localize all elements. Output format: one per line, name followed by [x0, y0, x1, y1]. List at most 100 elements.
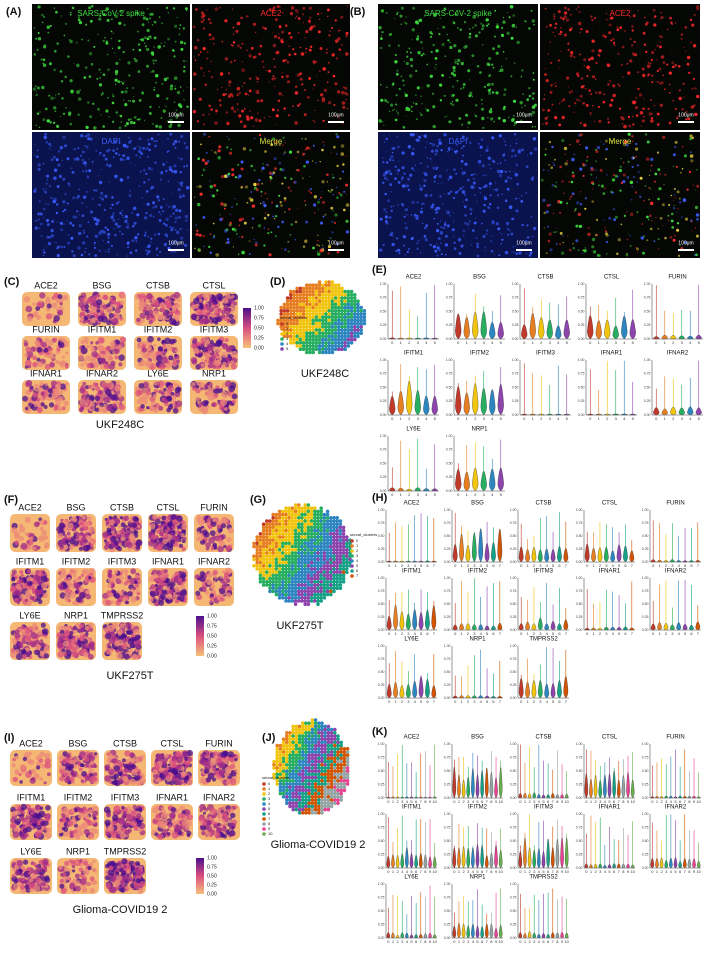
cell: [388, 44, 391, 47]
cell: [385, 151, 386, 153]
cell: [155, 81, 158, 84]
cell: [491, 157, 493, 159]
cell: [318, 198, 321, 201]
cell: [492, 66, 495, 69]
cell: [282, 94, 284, 96]
spot: [177, 531, 182, 535]
spatial-map: [194, 514, 234, 553]
cell: [575, 139, 580, 143]
cell: [241, 42, 244, 45]
cell: [345, 98, 347, 101]
cell: [407, 145, 411, 149]
spot: [89, 311, 93, 315]
cell: [152, 62, 155, 65]
cell: [231, 8, 234, 10]
spot: [209, 382, 213, 386]
cell: [156, 254, 159, 256]
cell: [658, 187, 662, 191]
cell: [471, 229, 475, 233]
cell: [424, 193, 428, 198]
cell: [564, 6, 567, 10]
cell: [632, 140, 634, 143]
cell: [611, 178, 616, 182]
cell: [416, 201, 419, 204]
cell: [669, 16, 673, 20]
cell: [146, 7, 149, 10]
cell: [621, 45, 625, 49]
spot: [25, 346, 32, 353]
cell: [424, 107, 427, 110]
cell: [403, 244, 405, 247]
spot: [36, 301, 42, 308]
spot: [197, 294, 203, 300]
cell: [98, 83, 103, 87]
cell: [53, 155, 56, 159]
cell: [559, 165, 563, 169]
spot: [59, 546, 64, 551]
spot: [37, 570, 44, 577]
cell: [326, 48, 328, 50]
cell: [213, 151, 217, 154]
cell: [499, 162, 502, 164]
cell: [60, 245, 63, 249]
cell: [105, 7, 109, 11]
cell: [278, 25, 282, 29]
cell: [574, 209, 576, 212]
cell: [120, 121, 123, 123]
cell: [263, 227, 266, 229]
cell: [411, 133, 415, 137]
cell: [621, 117, 625, 121]
cell: [59, 145, 64, 150]
cell: [250, 191, 253, 193]
cell: [492, 188, 495, 191]
cell: [86, 182, 87, 184]
cell: [608, 234, 610, 237]
cell: [490, 249, 494, 253]
cell: [411, 152, 415, 156]
cell: [165, 223, 168, 227]
cell: [515, 245, 516, 247]
cell: [170, 229, 173, 232]
cell: [639, 195, 642, 198]
cell: [595, 176, 598, 179]
spot: [84, 362, 88, 366]
cell: [656, 112, 660, 116]
cell: [435, 63, 437, 66]
cell: [126, 219, 128, 221]
cell: [565, 18, 570, 22]
cell: [576, 201, 580, 205]
cell: [489, 88, 492, 91]
cell: [548, 140, 552, 144]
spot: [197, 520, 204, 526]
cell: [267, 228, 270, 230]
cell: [653, 17, 655, 19]
cell: [624, 30, 626, 32]
cell: [317, 240, 319, 242]
cell: [41, 21, 44, 24]
cell: [229, 60, 233, 64]
spot: [46, 303, 52, 309]
cell: [113, 140, 117, 143]
cell: [474, 217, 477, 220]
spot: [23, 342, 29, 347]
gene-title: IFNAR2: [198, 556, 230, 566]
cell: [39, 227, 41, 229]
cell: [211, 150, 213, 152]
cell: [463, 205, 467, 209]
cell: [263, 216, 267, 220]
cell: [481, 116, 485, 121]
spot: [64, 592, 71, 600]
cell: [432, 105, 436, 109]
spot: [207, 581, 211, 586]
cell: [387, 101, 389, 104]
cell: [564, 162, 568, 166]
cell: [494, 254, 496, 256]
cell: [559, 30, 563, 34]
cell: [85, 247, 87, 250]
cell: [247, 94, 250, 96]
cell: [48, 185, 52, 188]
cell: [678, 96, 682, 101]
cell: [454, 192, 457, 194]
cell: [579, 133, 583, 137]
cell: [239, 120, 243, 124]
